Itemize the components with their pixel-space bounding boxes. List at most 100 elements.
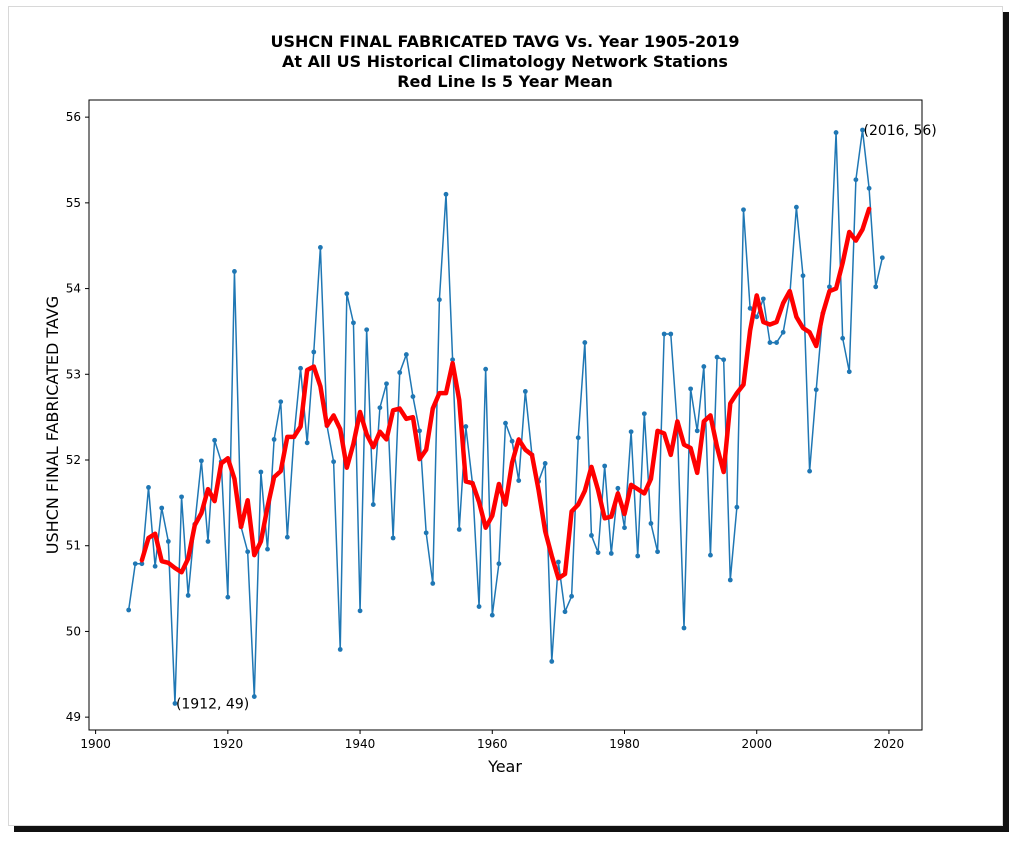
- data-point: [827, 284, 832, 290]
- data-point: [800, 273, 806, 279]
- data-point: [549, 659, 555, 664]
- data-point: [403, 352, 409, 357]
- data-point: [384, 381, 389, 387]
- data-point: [344, 291, 350, 297]
- data-point: [661, 331, 667, 337]
- data-point: [714, 354, 720, 360]
- data-point: [840, 335, 846, 341]
- y-tick-label: 56: [66, 110, 81, 124]
- data-point: [423, 530, 429, 536]
- data-point: [628, 429, 634, 435]
- data-point: [622, 525, 627, 531]
- data-point: [754, 314, 760, 320]
- data-point: [284, 534, 290, 540]
- data-point: [741, 207, 746, 213]
- data-point: [165, 539, 171, 544]
- chart-subtitle-2: Red Line Is 5 Year Mean: [397, 72, 613, 91]
- y-axis-label: USHCN FINAL FABRICATED TAVG: [43, 296, 62, 554]
- data-point: [860, 127, 865, 133]
- data-point: [575, 435, 581, 441]
- data-point: [245, 549, 251, 555]
- y-tick-label: 50: [66, 624, 81, 638]
- data-point: [364, 327, 370, 333]
- data-point: [317, 245, 323, 250]
- data-point: [873, 284, 879, 290]
- data-point: [185, 593, 191, 598]
- data-point: [278, 399, 284, 405]
- y-tick-label: 51: [66, 539, 81, 553]
- data-point: [602, 463, 608, 469]
- data-point: [212, 437, 218, 443]
- data-point: [721, 357, 727, 363]
- data-point: [562, 609, 568, 615]
- y-tick-label: 55: [66, 196, 81, 210]
- data-point: [555, 559, 561, 565]
- x-tick-label: 1900: [80, 737, 111, 751]
- data-point: [655, 549, 660, 555]
- data-point: [648, 521, 654, 526]
- data-point: [417, 428, 422, 434]
- data-point: [595, 550, 601, 555]
- data-point: [522, 389, 528, 394]
- data-point: [608, 551, 614, 556]
- data-point: [298, 365, 303, 371]
- chart: USHCN FINAL FABRICATED TAVG Vs. Year 190…: [43, 32, 937, 776]
- data-point: [443, 191, 449, 197]
- annotation-label: (2016, 56): [864, 123, 937, 139]
- data-point: [205, 539, 211, 544]
- data-point: [225, 594, 231, 600]
- data-point: [582, 340, 588, 345]
- x-tick-label: 2020: [874, 737, 905, 751]
- data-point: [503, 420, 508, 426]
- data-point: [516, 478, 522, 483]
- x-tick-label: 1940: [345, 737, 376, 751]
- data-point: [767, 340, 773, 345]
- data-point: [780, 329, 786, 335]
- data-point: [152, 563, 158, 569]
- data-point: [430, 581, 436, 586]
- data-point: [641, 411, 647, 417]
- data-point: [390, 535, 396, 541]
- data-point: [271, 437, 277, 442]
- data-point: [126, 607, 132, 613]
- data-point: [635, 553, 641, 559]
- data-point: [456, 527, 462, 532]
- data-point: [701, 364, 707, 369]
- data-point: [463, 424, 469, 429]
- data-point: [258, 469, 264, 475]
- data-point: [793, 204, 799, 210]
- plot-area: 1900 1920 1940 1960 1980 2000 2020 49 50 51 52 53 54…: [66, 99, 937, 751]
- data-point: [708, 552, 713, 558]
- data-point: [146, 485, 151, 490]
- data-point: [833, 130, 839, 135]
- data-point: [688, 386, 694, 392]
- data-point: [483, 366, 489, 372]
- chart-subtitle-1: At All US Historical Climatology Network…: [282, 52, 728, 71]
- data-point: [681, 625, 687, 631]
- data-point: [265, 546, 270, 552]
- chart-title-group: USHCN FINAL FABRICATED TAVG Vs. Year 190…: [270, 32, 739, 91]
- data-point: [509, 438, 515, 444]
- data-point: [569, 593, 575, 599]
- data-point: [542, 461, 548, 466]
- x-axis-label: Year: [487, 757, 522, 776]
- data-point: [866, 185, 872, 191]
- data-point: [694, 428, 700, 434]
- data-point: [232, 269, 237, 274]
- data-point: [846, 369, 852, 375]
- data-point: [760, 296, 766, 302]
- chart-frame: USHCN FINAL FABRICATED TAVG Vs. Year 190…: [8, 6, 1003, 826]
- plot-frame: [88, 99, 923, 731]
- data-point: [774, 340, 779, 345]
- data-point: [450, 357, 456, 363]
- data-point: [476, 604, 482, 609]
- data-point: [179, 494, 184, 500]
- x-tick-label: 2000: [741, 737, 772, 751]
- data-point: [172, 701, 178, 706]
- data-point: [370, 502, 376, 507]
- data-point: [410, 394, 416, 399]
- data-point: [734, 504, 740, 510]
- data-point: [159, 505, 165, 511]
- data-point: [311, 349, 317, 355]
- data-point: [668, 331, 674, 337]
